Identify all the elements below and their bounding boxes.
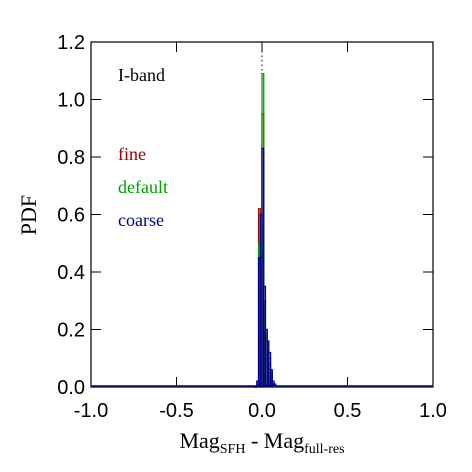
y-axis-label: PDF [16, 195, 41, 235]
x-tick-label: 0.0 [248, 400, 276, 422]
histogram-bin [261, 147, 265, 387]
x-tick-label: 0.5 [334, 400, 362, 422]
legend-entry: fine [118, 144, 146, 164]
legend-entry: coarse [118, 210, 164, 230]
y-tick-label: 1.2 [57, 32, 85, 54]
y-tick-label: 0.0 [57, 377, 85, 399]
histogram-bin [269, 369, 273, 387]
y-tick-label: 1.0 [57, 90, 85, 112]
annotation: I-band [118, 65, 165, 85]
x-axis-label: MagSFH - Magfull-res [179, 428, 344, 457]
x-label-part: Mag [179, 428, 219, 453]
y-tick-label: 0.4 [57, 262, 85, 284]
y-tick-label: 0.6 [57, 205, 85, 227]
y-tick-label: 0.2 [57, 320, 85, 342]
x-tick-label: 1.0 [419, 400, 447, 422]
x-label-sub: SFH [220, 442, 246, 457]
x-label-sub: full-res [304, 442, 344, 457]
x-label-part: - Mag [245, 428, 304, 453]
legend-entry: default [118, 177, 168, 197]
x-tick-label: -0.5 [159, 400, 193, 422]
histogram-bin [273, 383, 277, 387]
x-tick-label: -1.0 [74, 400, 108, 422]
y-tick-label: 0.8 [57, 147, 85, 169]
